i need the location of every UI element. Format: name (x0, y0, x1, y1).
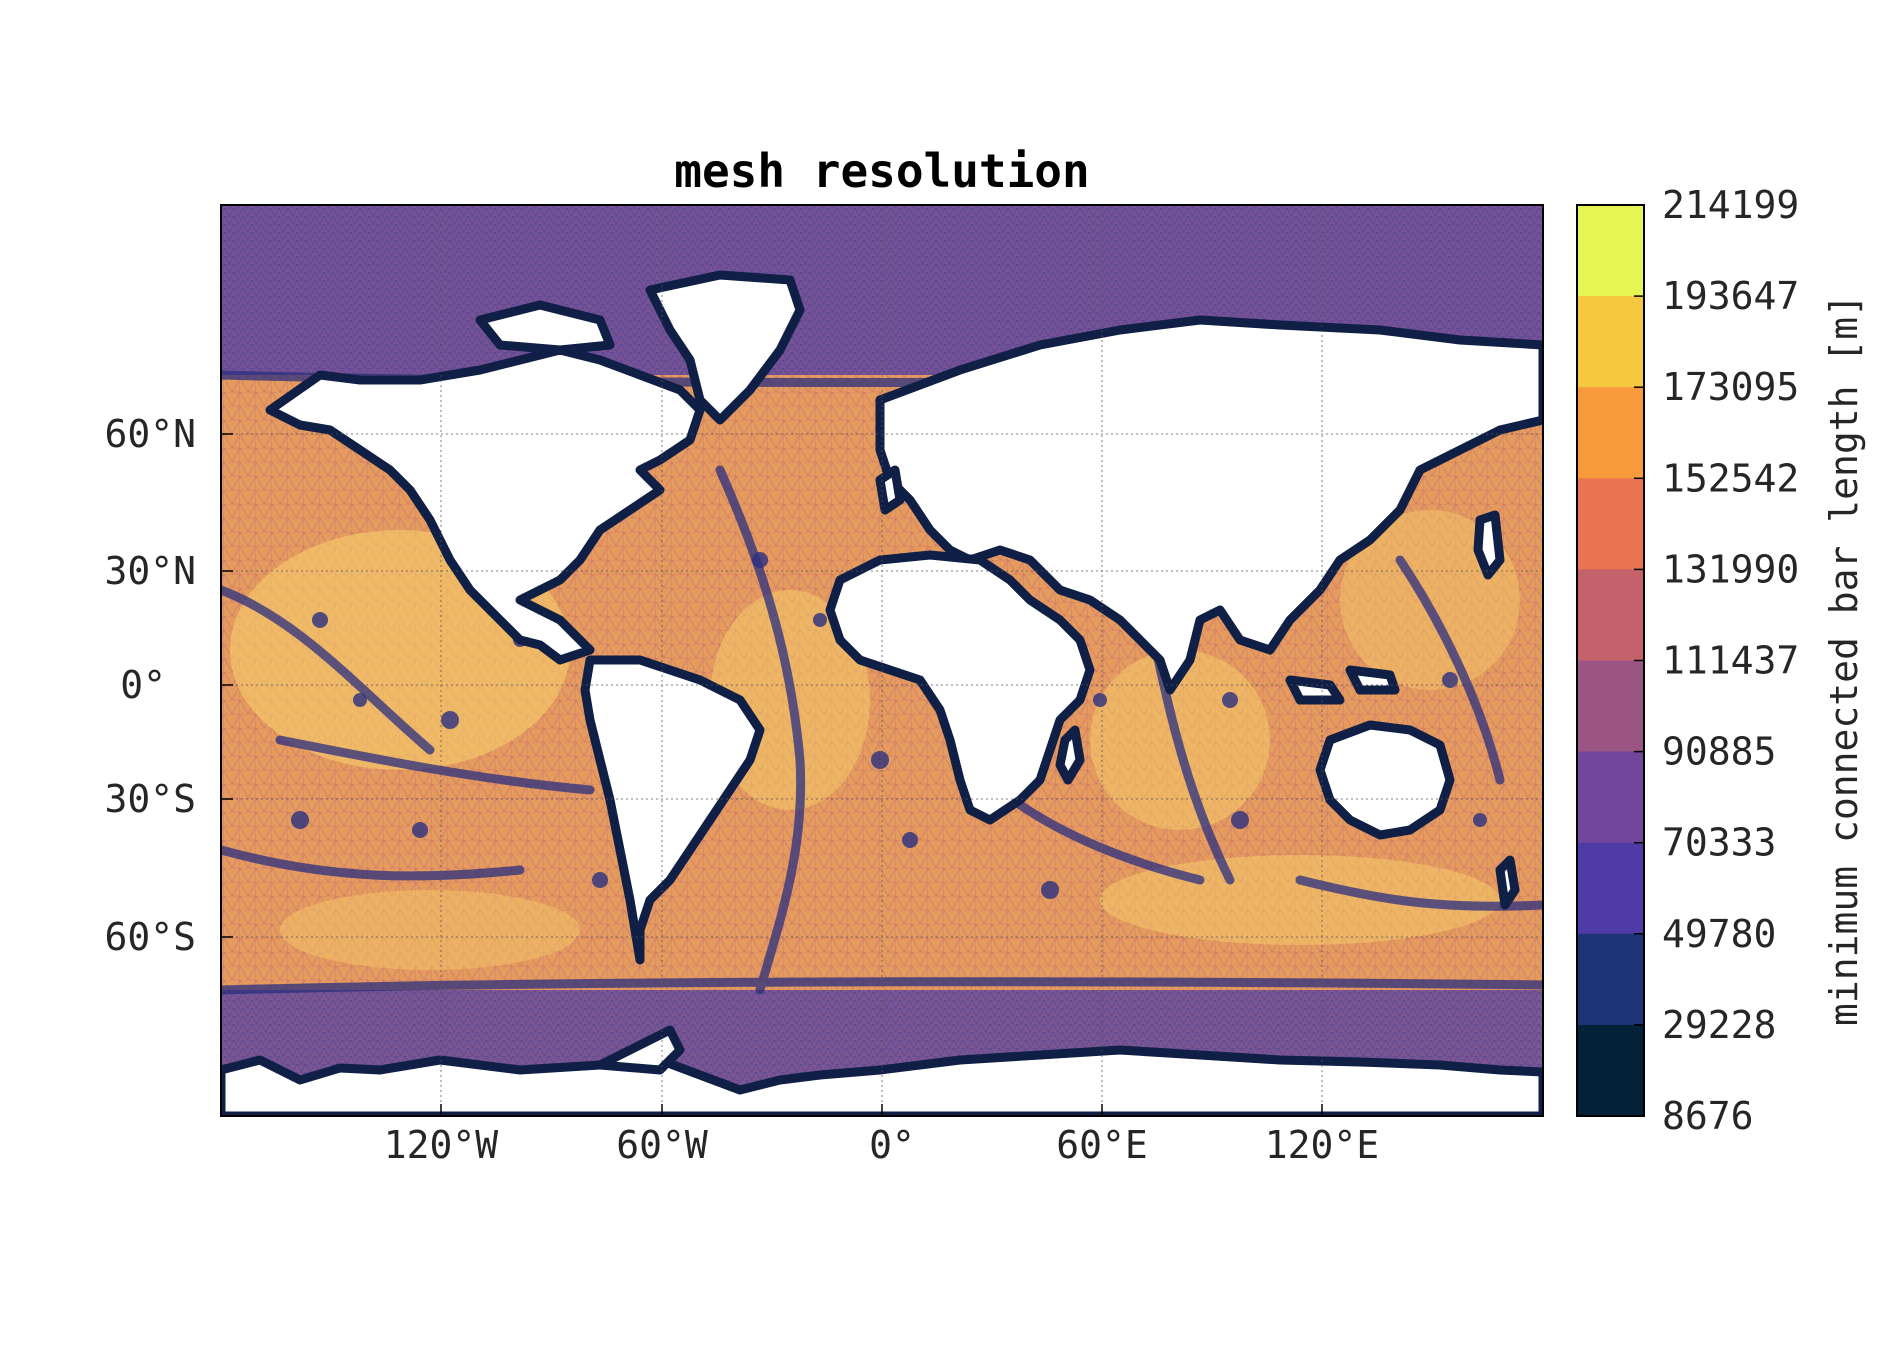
colorbar-segment (1577, 751, 1644, 844)
y-tick-label: 30°N (104, 549, 196, 593)
x-tick-label: 120°W (384, 1123, 499, 1167)
colorbar-segment (1577, 387, 1644, 479)
x-tick-label: 60°W (616, 1123, 708, 1167)
colorbar-title: minimum connected bar length [m] (1822, 294, 1866, 1026)
australia (1315, 720, 1455, 840)
seamount-dots (291, 552, 1487, 899)
y-tick-label: 60°N (104, 412, 196, 456)
colorbar-tick-label: 29228 (1662, 1003, 1776, 1047)
colorbar-segment (1577, 205, 1644, 297)
colorbar-segment (1577, 569, 1644, 661)
africa (825, 550, 1095, 825)
colorbar-tick-label: 152542 (1662, 456, 1799, 500)
y-tick-label: 0° (120, 663, 166, 707)
colorbar-segment (1577, 660, 1644, 753)
x-tick-label: 60°E (1056, 1123, 1148, 1167)
land-masses (221, 270, 1543, 1116)
x-tick-label: 0° (869, 1123, 915, 1167)
colorbar-labels: 214199 193647 173095 152542 131990 111437 9088… (1634, 183, 1799, 1138)
colorbar-tick-label: 131990 (1662, 547, 1799, 591)
south-america (580, 655, 765, 965)
x-axis: 120°W 60°W 0° 60°E 120°E (384, 1104, 1379, 1167)
colorbar-tick-label: 90885 (1662, 730, 1776, 774)
colorbar-tick-label: 193647 (1662, 274, 1799, 318)
colorbar-segment (1577, 842, 1644, 935)
colorbar-segment (1577, 1024, 1644, 1117)
colorbar-tick-label: 8676 (1662, 1094, 1754, 1138)
colorbar-segment (1577, 933, 1644, 1026)
colorbar-tick-label: 173095 (1662, 365, 1799, 409)
map-title: mesh resolution (674, 144, 1089, 198)
map-panel (221, 205, 1543, 1116)
y-axis: 60°N 30°N 0° 30°S 60°S (104, 412, 233, 959)
colorbar-segment (1577, 478, 1644, 570)
x-tick-label: 120°E (1265, 1123, 1379, 1167)
colorbar-tick-label: 49780 (1662, 912, 1776, 956)
y-tick-label: 60°S (104, 915, 196, 959)
graticule (221, 205, 1543, 1116)
colorbar-segment (1577, 296, 1644, 388)
colorbar-tick-label: 214199 (1662, 183, 1799, 227)
y-tick-label: 30°S (104, 777, 196, 821)
colorbar-tick-label: 111437 (1662, 639, 1799, 683)
colorbar (1577, 205, 1644, 1117)
antarctica (221, 1045, 1543, 1116)
colorbar-tick-label: 70333 (1662, 821, 1776, 865)
greenland (645, 270, 805, 425)
